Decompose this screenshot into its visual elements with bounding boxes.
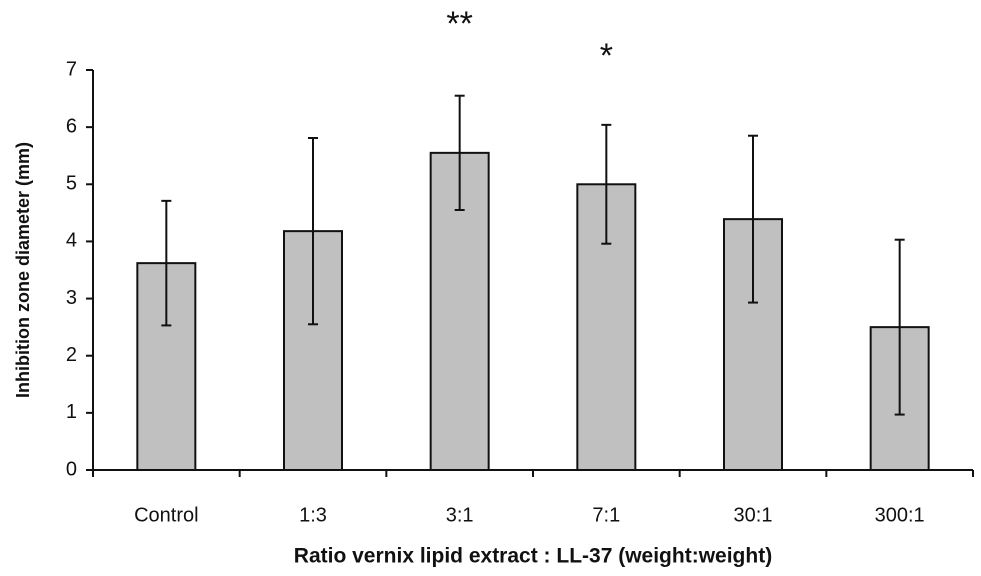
y-tick-label: 4 — [66, 230, 77, 252]
y-tick-label: 6 — [66, 115, 77, 137]
annotation: * — [600, 37, 613, 75]
y-tick-label: 2 — [66, 344, 77, 366]
y-tick-label: 5 — [66, 173, 77, 195]
y-tick-label: 0 — [66, 458, 77, 480]
x-tick-label: 300:1 — [875, 504, 925, 526]
y-axis-title: Inhibition zone diameter (mm) — [13, 142, 33, 398]
x-tick-label: 1:3 — [299, 504, 327, 526]
x-tick-label: 30:1 — [734, 504, 773, 526]
x-tick-label: 3:1 — [446, 504, 474, 526]
annotation: ** — [446, 5, 472, 43]
y-tick-label: 1 — [66, 401, 77, 423]
x-tick-label: 7:1 — [592, 504, 620, 526]
y-tick-label: 3 — [66, 287, 77, 309]
y-tick-label: 7 — [66, 58, 77, 80]
x-tick-label: Control — [134, 504, 198, 526]
bar — [723, 218, 783, 471]
x-axis-title: Ratio vernix lipid extract : LL-37 (weig… — [294, 545, 772, 568]
